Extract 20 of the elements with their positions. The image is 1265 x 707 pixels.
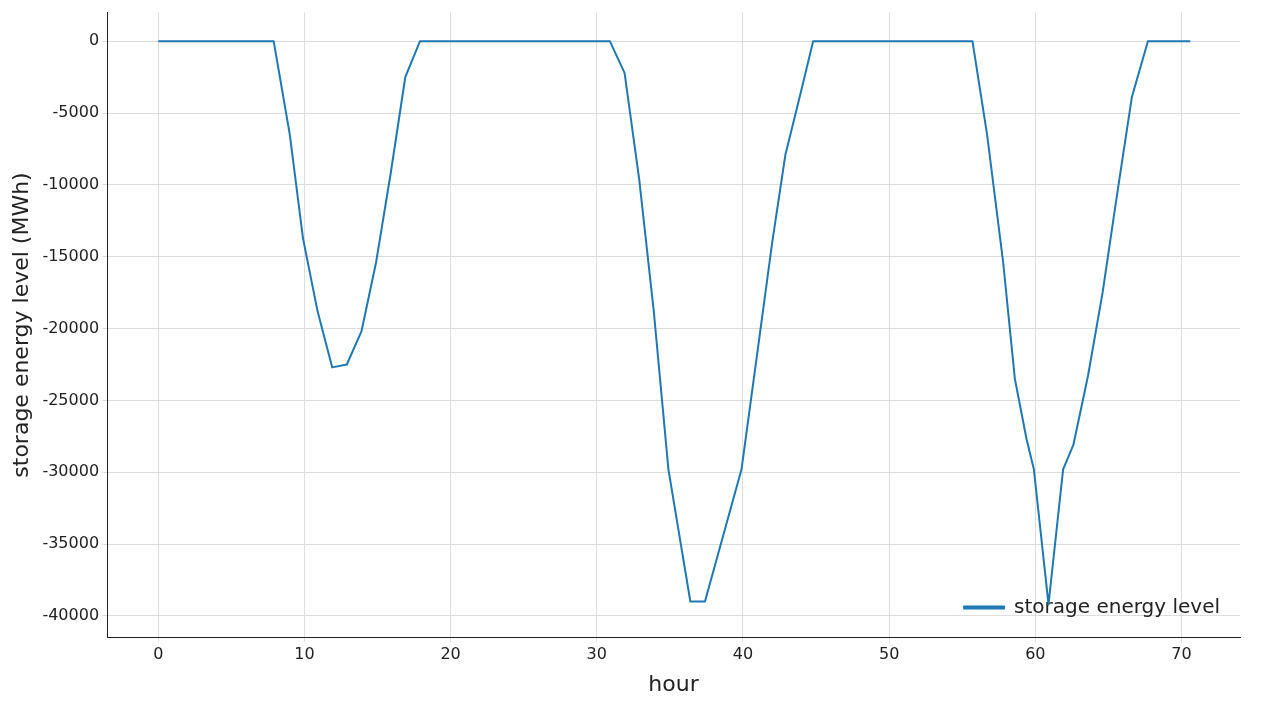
- y-tick-label: -15000: [42, 245, 100, 265]
- y-tick-label: 0: [88, 30, 100, 50]
- x-axis-title: hour: [648, 670, 700, 696]
- x-tick-label: 70: [1171, 644, 1192, 664]
- y-tick-label: -30000: [42, 461, 100, 481]
- y-tick-label: -10000: [42, 174, 100, 194]
- x-tick-label: 10: [294, 644, 315, 664]
- x-tick-label: 50: [878, 644, 900, 664]
- legend-label: storage energy level: [1014, 593, 1220, 618]
- x-tick-label: 30: [586, 644, 607, 664]
- y-tick-label: -35000: [42, 533, 100, 553]
- y-tick-label: -20000: [42, 317, 100, 337]
- x-tick-label: 60: [1025, 644, 1046, 664]
- x-tick-label: 0: [153, 644, 164, 664]
- y-tick-label: -5000: [52, 102, 100, 122]
- x-tick-label: 40: [732, 644, 754, 664]
- y-tick-label: -40000: [42, 605, 100, 625]
- x-tick-label: 20: [440, 644, 461, 664]
- y-axis-title: storage energy level (MWh): [7, 172, 33, 478]
- y-tick-label: -25000: [42, 389, 100, 409]
